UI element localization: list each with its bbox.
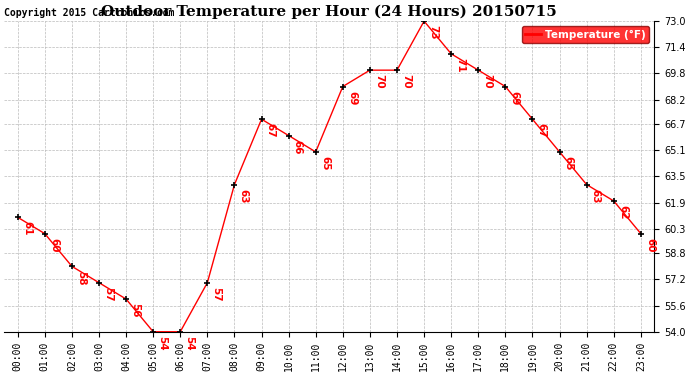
Text: 57: 57 [212, 287, 221, 302]
Text: 56: 56 [130, 303, 140, 318]
Text: 62: 62 [618, 205, 628, 220]
Legend: Temperature (°F): Temperature (°F) [522, 26, 649, 43]
Text: 54: 54 [184, 336, 195, 351]
Text: 63: 63 [591, 189, 601, 203]
Text: 66: 66 [293, 140, 303, 154]
Text: 58: 58 [76, 270, 86, 285]
Text: 69: 69 [347, 91, 357, 105]
Text: 54: 54 [157, 336, 168, 351]
Text: 67: 67 [266, 123, 276, 138]
Text: 70: 70 [374, 74, 384, 89]
Text: 70: 70 [482, 74, 493, 89]
Text: 65: 65 [320, 156, 330, 171]
Text: 61: 61 [22, 222, 32, 236]
Text: 70: 70 [401, 74, 411, 89]
Text: 63: 63 [239, 189, 248, 203]
Text: 73: 73 [428, 25, 438, 40]
Text: 57: 57 [103, 287, 113, 302]
Text: Copyright 2015 Cartronics.com: Copyright 2015 Cartronics.com [4, 8, 175, 18]
Title: Outdoor Temperature per Hour (24 Hours) 20150715: Outdoor Temperature per Hour (24 Hours) … [101, 4, 557, 18]
Text: 65: 65 [564, 156, 573, 171]
Text: 67: 67 [537, 123, 546, 138]
Text: 71: 71 [455, 58, 465, 73]
Text: 69: 69 [509, 91, 520, 105]
Text: 60: 60 [49, 238, 59, 252]
Text: 60: 60 [645, 238, 655, 252]
